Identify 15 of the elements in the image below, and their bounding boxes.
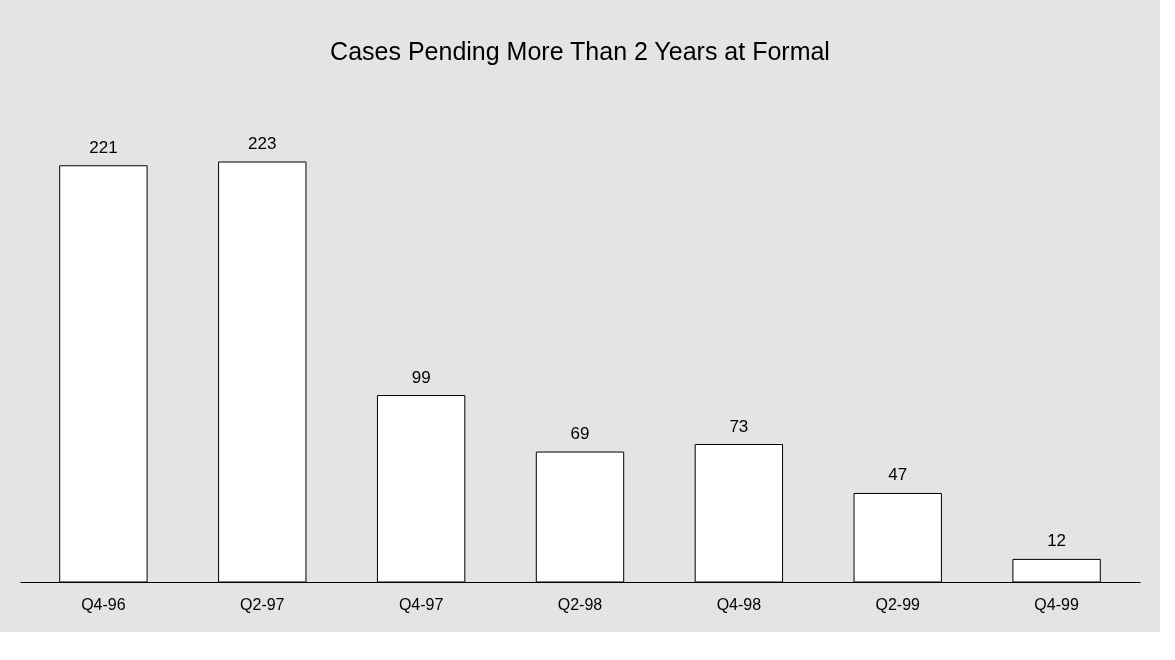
data-label: 12 [1047, 531, 1067, 551]
x-tick-label: Q2-98 [557, 595, 603, 613]
x-tick-label: Q4-96 [81, 595, 126, 613]
x-tick-label: Q4-97 [398, 595, 444, 613]
x-tick-label: Q4-99 [1034, 595, 1079, 613]
x-tick-label: Q4-98 [716, 595, 762, 613]
data-label: 47 [888, 465, 908, 485]
chart-title: Cases Pending More Than 2 Years at Formal [330, 37, 830, 65]
data-label: 221 [89, 137, 118, 157]
data-label: 73 [729, 416, 749, 436]
data-label: 99 [411, 367, 431, 387]
x-tick-label: Q2-97 [240, 595, 285, 613]
data-label: 69 [570, 424, 590, 444]
data-label: 223 [248, 134, 277, 153]
x-tick-label: Q2-99 [875, 595, 921, 613]
